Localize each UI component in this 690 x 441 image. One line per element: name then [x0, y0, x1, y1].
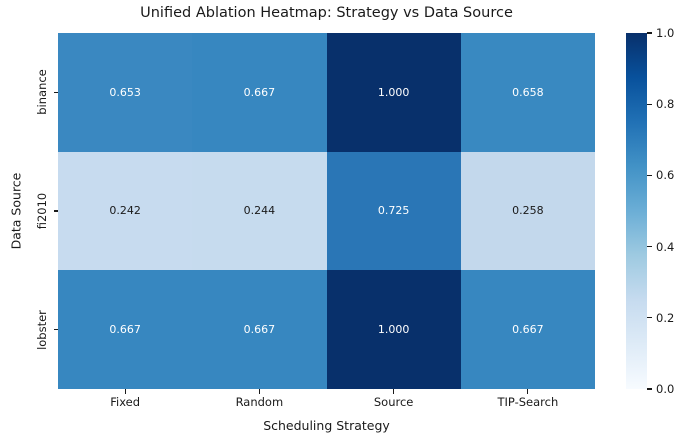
colorbar-tick-label: 0.8 [656, 97, 675, 112]
heatmap-cell: 1.000 [326, 33, 461, 152]
y-tick-label: lobster [35, 309, 49, 350]
heatmap-cell: 0.242 [58, 151, 193, 271]
colorbar [626, 33, 647, 389]
cell-value: 0.667 [109, 323, 141, 337]
y-tick-mark [53, 91, 58, 93]
x-tick-label: Source [373, 395, 414, 409]
cell-value: 1.000 [377, 323, 410, 337]
heatmap-cell: 0.244 [192, 151, 327, 271]
cell-value: 0.242 [109, 204, 141, 218]
x-tick-mark [393, 389, 395, 394]
heatmap-cell: 0.725 [326, 151, 461, 271]
heatmap-cell: 0.667 [460, 270, 595, 389]
colorbar-tick-mark [647, 103, 652, 105]
y-tick-mark [53, 329, 58, 331]
heatmap-cell: 0.667 [192, 270, 327, 389]
colorbar-tick-label: 0.6 [656, 168, 675, 183]
cell-value: 0.667 [512, 323, 544, 337]
heatmap-plot: 0.653 0.667 1.000 0.658 0.242 0.244 0.725 0.258… [58, 33, 595, 389]
heatmap-cell: 0.667 [192, 33, 327, 152]
cell-value: 1.000 [377, 85, 410, 99]
colorbar-tick-mark [647, 388, 652, 390]
x-tick-mark [258, 389, 260, 394]
cell-value: 0.658 [512, 85, 544, 99]
y-tick-label: fi2010 [35, 192, 49, 230]
colorbar-tick-label: 0.2 [656, 310, 675, 325]
y-axis-label: Data Source [8, 172, 24, 250]
cell-value: 0.244 [243, 204, 276, 218]
heatmap-cell: 0.653 [58, 33, 193, 152]
colorbar-tick-mark [647, 246, 652, 248]
x-tick-label: Fixed [110, 395, 141, 409]
colorbar-tick-label: 0.0 [656, 382, 675, 396]
x-tick-label: Random [235, 395, 284, 409]
colorbar-tick-mark [647, 32, 652, 34]
x-tick-label: TIP-Search [497, 395, 559, 409]
chart-title: Unified Ablation Heatmap: Strategy vs Da… [140, 5, 513, 21]
x-tick-mark [124, 389, 126, 394]
x-axis-label: Scheduling Strategy [263, 418, 390, 433]
heatmap-cell: 0.658 [460, 33, 595, 152]
heatmap-cell: 1.000 [326, 270, 461, 389]
x-tick-mark [527, 389, 529, 394]
cell-value: 0.653 [109, 85, 141, 99]
cell-value: 0.667 [243, 85, 276, 99]
y-tick-mark [53, 210, 58, 212]
colorbar-tick-label: 0.4 [656, 239, 675, 254]
colorbar-tick-mark [647, 174, 652, 176]
colorbar-tick-label: 1.0 [656, 26, 675, 40]
heatmap-cell: 0.667 [58, 270, 193, 389]
heatmap-cell: 0.258 [460, 151, 595, 271]
colorbar-tick-mark [647, 317, 652, 319]
cell-value: 0.667 [243, 323, 276, 337]
cell-value: 0.725 [377, 204, 410, 218]
cell-value: 0.258 [512, 204, 544, 218]
y-tick-label: binance [35, 69, 49, 116]
